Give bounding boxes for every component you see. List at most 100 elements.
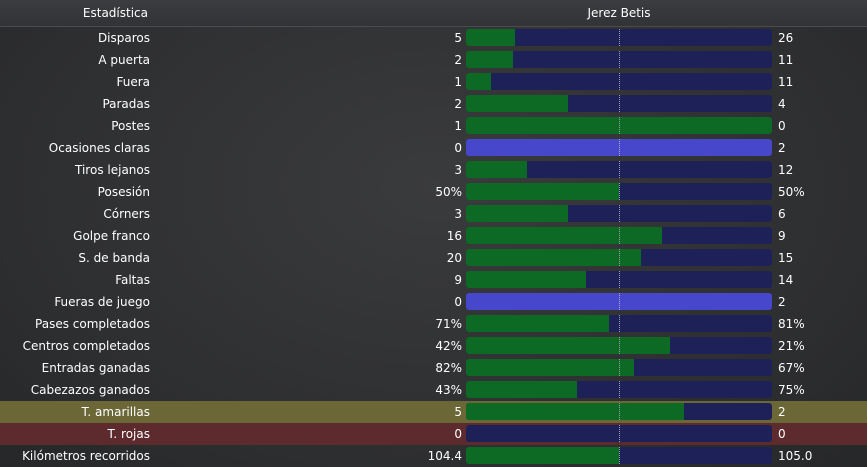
stat-row: Cabezazos ganados 43% 75% [0, 379, 867, 401]
stat-label: S. de banda [78, 251, 150, 265]
home-bar-fill [466, 381, 578, 398]
home-value: 9 [454, 273, 462, 287]
home-bar-fill [466, 447, 619, 464]
away-value: 75% [778, 383, 805, 397]
comparison-bar [466, 161, 772, 178]
home-value: 42% [435, 339, 462, 353]
comparison-bar [466, 95, 772, 112]
stats-table: Disparos 5 26 A puerta 2 11 Fuera 1 11 Paradas 2 4 P… [0, 27, 867, 467]
home-bar-fill [466, 315, 609, 332]
stat-label: Golpe franco [73, 229, 150, 243]
home-value: 20 [446, 251, 462, 265]
home-value: 1 [454, 75, 462, 89]
comparison-bar [466, 73, 772, 90]
stat-label: Faltas [115, 273, 150, 287]
comparison-bar [466, 447, 772, 464]
stat-label: Posesión [97, 185, 150, 199]
stat-row: Centros completados 42% 21% [0, 335, 867, 357]
away-value: 2 [778, 405, 786, 419]
home-bar-fill [466, 183, 619, 200]
home-value: 3 [454, 207, 462, 221]
home-value: 0 [454, 427, 462, 441]
midline [619, 293, 620, 310]
stat-label: Fuera [116, 75, 150, 89]
midline [619, 205, 620, 222]
stat-row: Faltas 9 14 [0, 269, 867, 291]
stat-label: Kilómetros recorridos [22, 449, 150, 463]
home-value: 3 [454, 163, 462, 177]
comparison-bar [466, 227, 772, 244]
stat-label: Paradas [102, 97, 150, 111]
midline [619, 95, 620, 112]
comparison-bar [466, 337, 772, 354]
midline [619, 29, 620, 46]
away-value: 11 [778, 75, 794, 89]
stat-row: Ocasiones claras 0 2 [0, 137, 867, 159]
comparison-bar [466, 249, 772, 266]
home-value: 0 [454, 141, 462, 155]
home-value: 2 [454, 97, 462, 111]
midline [619, 271, 620, 288]
stat-row: Entradas ganadas 82% 67% [0, 357, 867, 379]
comparison-bar [466, 117, 772, 134]
stat-row: Posesión 50% 50% [0, 181, 867, 203]
stat-label: A puerta [98, 53, 150, 67]
stat-row: Kilómetros recorridos 104.4 105.0 [0, 445, 867, 467]
stat-row: Golpe franco 16 9 [0, 225, 867, 247]
stat-label: Entradas ganadas [41, 361, 150, 375]
away-value: 21% [778, 339, 805, 353]
home-value: 43% [435, 383, 462, 397]
home-value: 71% [435, 317, 462, 331]
stat-row: Disparos 5 26 [0, 27, 867, 49]
stat-label: Fueras de juego [54, 295, 150, 309]
home-bar-fill [466, 205, 568, 222]
home-value: 82% [435, 361, 462, 375]
stat-label: Centros completados [22, 339, 150, 353]
midline [619, 139, 620, 156]
comparison-bar [466, 425, 772, 442]
comparison-bar [466, 293, 772, 310]
away-value: 67% [778, 361, 805, 375]
midline [619, 183, 620, 200]
midline [619, 359, 620, 376]
home-value: 1 [454, 119, 462, 133]
away-value: 2 [778, 295, 786, 309]
midline [619, 381, 620, 398]
away-value: 26 [778, 31, 794, 45]
home-bar-fill [466, 29, 516, 46]
away-value: 11 [778, 53, 794, 67]
away-value: 4 [778, 97, 786, 111]
stat-row: Córners 3 6 [0, 203, 867, 225]
comparison-bar [466, 51, 772, 68]
comparison-bar [466, 205, 772, 222]
midline [619, 447, 620, 464]
away-value: 6 [778, 207, 786, 221]
away-value: 15 [778, 251, 794, 265]
home-value: 0 [454, 295, 462, 309]
midline [619, 73, 620, 90]
midline [619, 315, 620, 332]
midline [619, 117, 620, 134]
away-value: 2 [778, 141, 786, 155]
stat-row: Fuera 1 11 [0, 71, 867, 93]
home-bar-fill [466, 227, 662, 244]
stat-row: T. rojas 0 0 [0, 423, 867, 445]
comparison-bar [466, 381, 772, 398]
home-bar-fill [466, 95, 568, 112]
home-bar-fill [466, 359, 635, 376]
stat-label: Postes [111, 119, 150, 133]
stat-row: Fueras de juego 0 2 [0, 291, 867, 313]
home-value: 2 [454, 53, 462, 67]
away-value: 0 [778, 427, 786, 441]
home-value: 5 [454, 405, 462, 419]
home-bar-fill [466, 161, 528, 178]
home-bar-fill [466, 51, 514, 68]
comparison-bar [466, 403, 772, 420]
midline [619, 337, 620, 354]
stat-label: T. amarillas [81, 405, 150, 419]
comparison-bar [466, 271, 772, 288]
away-value: 14 [778, 273, 794, 287]
midline [619, 403, 620, 420]
comparison-bar [466, 359, 772, 376]
stat-label: Disparos [97, 31, 150, 45]
